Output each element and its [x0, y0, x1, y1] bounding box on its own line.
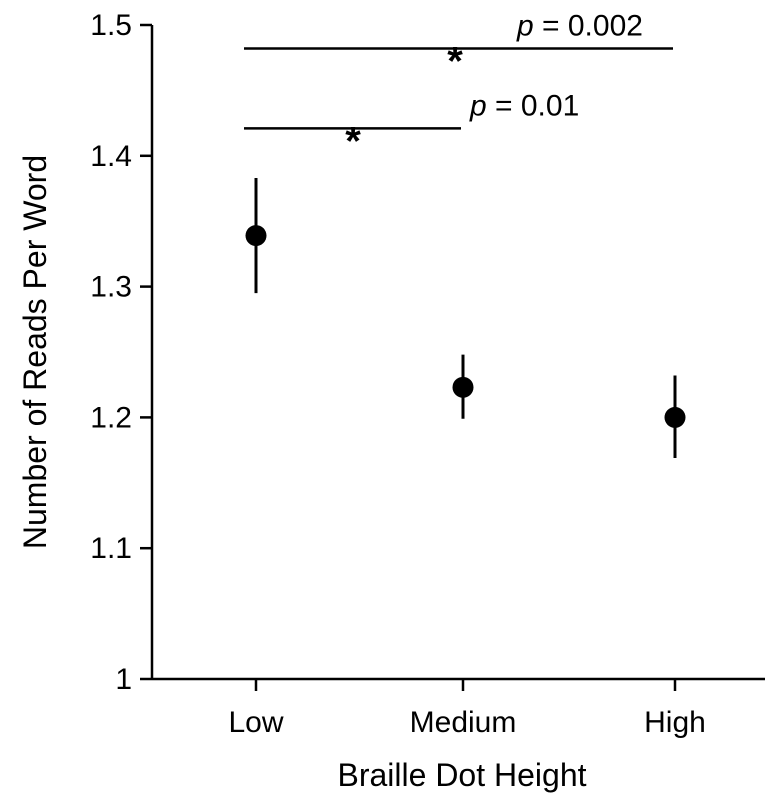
y-tick-label: 1.1 [90, 532, 132, 565]
data-points [245, 178, 686, 458]
y-tick-label: 1.4 [90, 140, 132, 173]
y-axis-label: Number of Reads Per Word [17, 155, 53, 549]
p-value-label: p = 0.01 [469, 89, 579, 122]
data-point [245, 225, 267, 247]
x-tick-label: Medium [410, 706, 517, 739]
significance-annotations: *p = 0.002*p = 0.01 [244, 10, 673, 163]
data-point [664, 406, 686, 428]
p-value: = 0.002 [534, 10, 643, 43]
p-symbol: p [469, 89, 487, 122]
y-tick-label: 1 [115, 663, 132, 696]
y-tick-label: 1.2 [90, 401, 132, 434]
y-tick-label: 1.3 [90, 271, 132, 304]
x-ticks: Low Medium High [228, 679, 706, 739]
p-value: = 0.01 [487, 89, 580, 122]
y-tick-label: 1.5 [90, 9, 132, 42]
significance-star: * [345, 119, 361, 163]
x-tick-label: Low [228, 706, 283, 739]
y-ticks: 1 1.1 1.2 1.3 1.4 1.5 [90, 9, 152, 696]
p-value-label: p = 0.002 [516, 10, 643, 43]
x-tick-label: High [644, 706, 706, 739]
x-axis-label: Braille Dot Height [338, 757, 587, 793]
data-point [452, 376, 474, 398]
p-symbol: p [516, 10, 534, 43]
significance-star: * [447, 40, 463, 84]
axes [150, 25, 765, 681]
